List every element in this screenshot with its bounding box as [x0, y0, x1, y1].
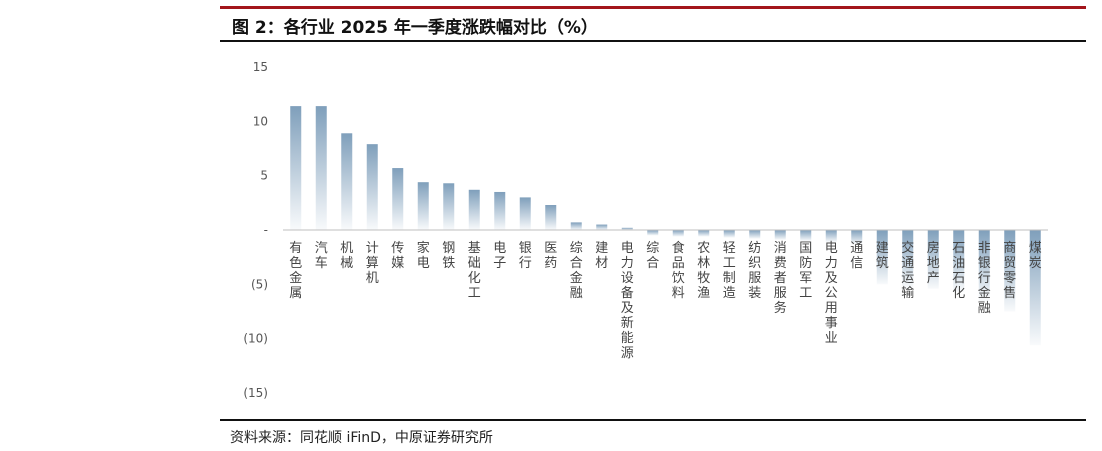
y-tick-label: 10: [253, 114, 268, 128]
y-tick-label: 5: [260, 169, 268, 183]
category-label: 交通运输: [901, 240, 914, 301]
category-label: 农林牧渔: [697, 241, 710, 301]
category-label: 钢铁: [442, 241, 455, 271]
bar: [774, 230, 786, 240]
y-tick-label: (5): [251, 277, 268, 291]
bar: [723, 230, 735, 238]
chart-title: 图 2：各行业 2025 年一季度涨跌幅对比（%）: [232, 18, 598, 38]
category-label: 汽车: [315, 241, 328, 271]
bar: [519, 197, 531, 230]
bottom-rule: [220, 419, 1086, 421]
category-labels: 有色金属汽车机械计算机传媒家电钢铁基础化工电子银行医药综合金融建材电力设备及新能…: [289, 240, 1042, 361]
bar: [1004, 230, 1016, 312]
category-label: 传媒: [391, 241, 404, 271]
bar: [417, 182, 429, 230]
bar: [290, 106, 302, 230]
category-label: 基础化工: [468, 241, 481, 301]
bar: [876, 230, 888, 285]
y-axis: 15 10 5 - (5) (10) (15): [243, 60, 268, 400]
category-label: 计算机: [366, 241, 379, 286]
category-label: 石油石化: [952, 241, 965, 301]
bar: [596, 224, 608, 230]
bar: [851, 230, 863, 245]
category-label: 商贸零售: [1003, 241, 1016, 301]
category-label: 电力及公用事业: [825, 241, 838, 346]
category-label: 银行: [519, 241, 532, 271]
bar: [953, 230, 965, 292]
category-label: 食品饮料: [672, 240, 685, 301]
bar: [647, 230, 659, 236]
bar: [494, 191, 506, 230]
bar: [341, 133, 353, 230]
category-label: 电子: [493, 241, 506, 271]
bar: [800, 230, 812, 241]
y-tick-label: (10): [243, 332, 268, 346]
category-label: 国防军工: [799, 241, 812, 301]
bar: [927, 230, 939, 289]
category-label: 通信: [850, 241, 863, 271]
bar: [545, 205, 557, 230]
category-label: 建材: [595, 241, 608, 271]
bar: [1029, 230, 1041, 346]
bar: [392, 168, 404, 230]
bar: [366, 144, 378, 230]
bars: [290, 106, 1041, 346]
category-label: 综合: [646, 241, 659, 271]
category-label: 房地产: [927, 240, 940, 286]
top-rule: [220, 6, 1086, 9]
y-tick-label: 15: [253, 60, 268, 74]
bar: [825, 230, 837, 242]
title-rule: [220, 40, 1086, 42]
bar: [902, 230, 914, 288]
category-label: 家电: [417, 240, 430, 271]
category-label: 电力设备及新能源: [621, 241, 634, 361]
category-label: 有色金属: [289, 241, 302, 301]
bar: [672, 230, 684, 237]
category-label: 煤炭: [1029, 241, 1042, 271]
bar: [698, 230, 710, 237]
category-label: 建筑: [876, 241, 889, 271]
category-label: 医药: [544, 241, 557, 271]
bar: [570, 222, 582, 230]
y-tick-label: -: [264, 223, 268, 237]
source-note: 资料来源：同花顺 iFinD，中原证券研究所: [230, 430, 493, 446]
bar: [315, 106, 327, 230]
category-label: 机械: [340, 241, 353, 271]
category-label: 纺织服装: [748, 241, 761, 301]
category-label: 轻工制造: [723, 241, 736, 301]
category-label: 消费者服务: [774, 241, 787, 316]
y-tick-label: (15): [243, 386, 268, 400]
category-label: 非银行金融: [978, 241, 991, 316]
category-label: 综合金融: [570, 241, 583, 301]
bar: [978, 230, 990, 301]
bar: [621, 227, 633, 230]
bar: [749, 230, 761, 239]
bar: [443, 183, 455, 230]
bar: [468, 189, 480, 230]
